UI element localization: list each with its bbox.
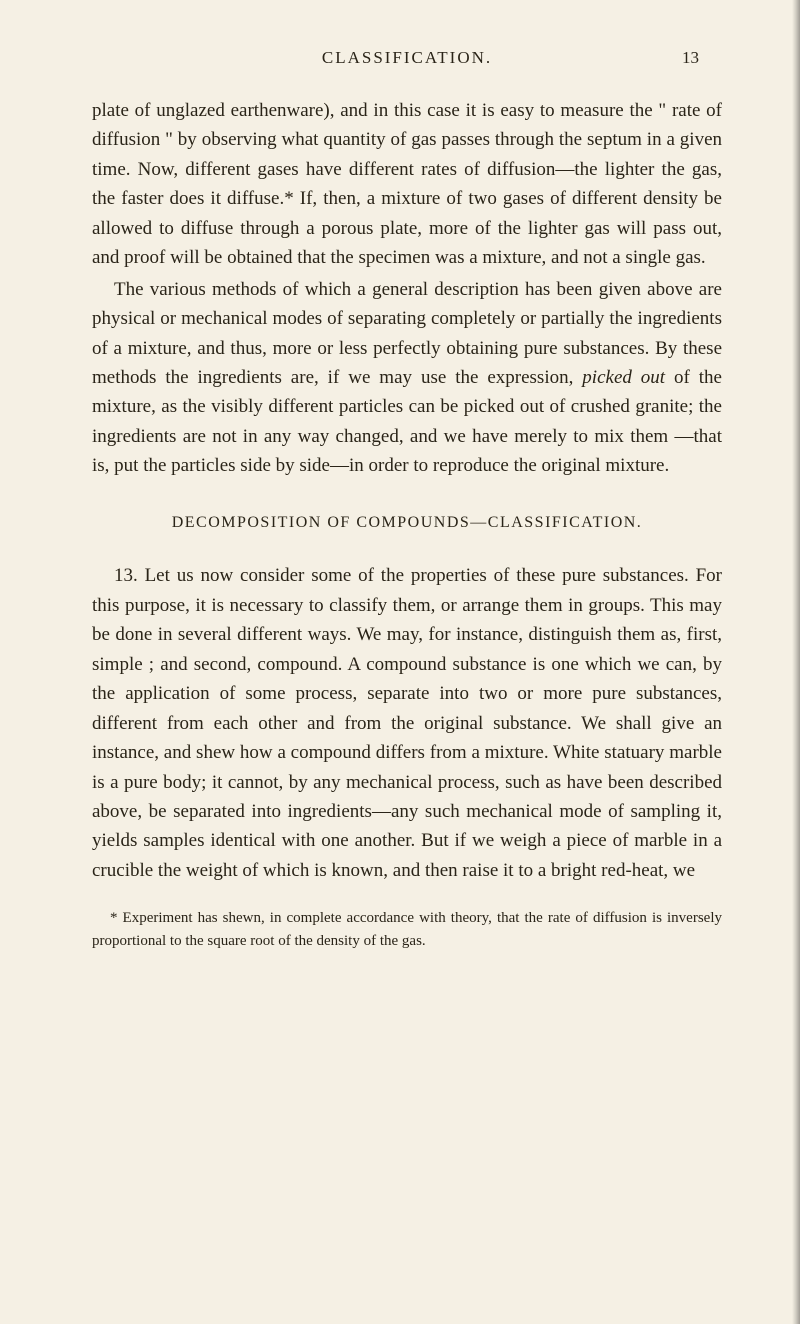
paragraph-1: plate of unglazed earthenware), and in t… (92, 96, 722, 273)
body-text: plate of unglazed earthenware), and in t… (92, 96, 722, 952)
page-header: CLASSIFICATION. 13 (92, 48, 722, 68)
footnote: * Experiment has shewn, in complete acco… (92, 907, 722, 952)
paragraph-3: 13. Let us now consider some of the prop… (92, 561, 722, 885)
section-heading: DECOMPOSITION OF COMPOUNDS—CLASSIFICATIO… (92, 511, 722, 536)
page-number: 13 (682, 48, 712, 68)
paragraph-2: The various methods of which a general d… (92, 275, 722, 481)
page-edge-shadow (792, 0, 800, 1324)
paragraph-2-italic: picked out (582, 367, 665, 388)
header-title: CLASSIFICATION. (132, 48, 682, 68)
